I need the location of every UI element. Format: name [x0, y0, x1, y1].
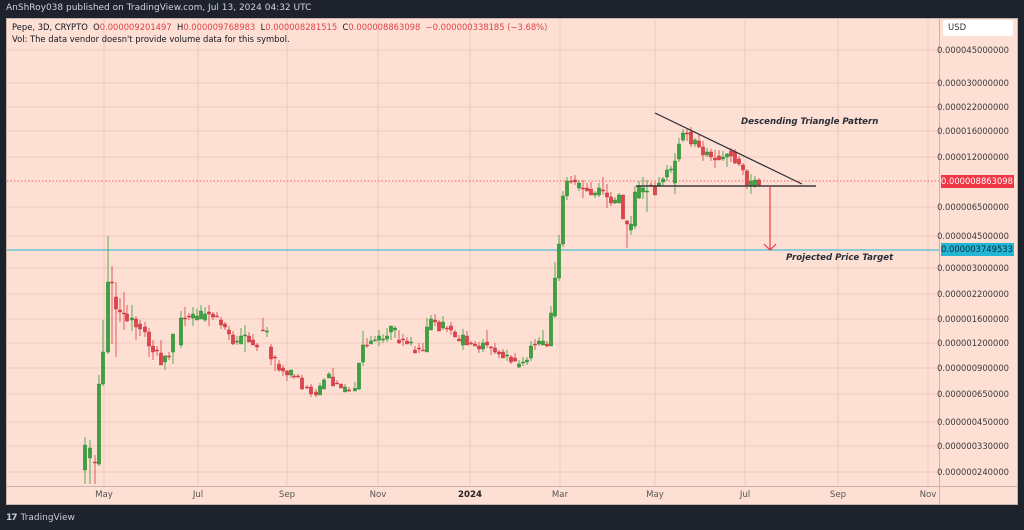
price-tick-label: 0.000002200000: [937, 289, 1009, 299]
time-tick-label: Mar: [551, 490, 569, 500]
price-tick-label: 0.000001600000: [937, 314, 1009, 324]
price-tick-label: 0.000003000000: [937, 263, 1009, 273]
close-value: 0.000008863098: [348, 22, 421, 32]
target-price-tag: 0.000003749533: [941, 243, 1014, 256]
price-tick-label: 0.000001200000: [937, 338, 1009, 348]
time-tick-label: May: [95, 490, 113, 500]
time-tick-label: Sep: [278, 490, 296, 500]
drawings: [636, 112, 816, 251]
time-tick-label: Jul: [192, 490, 204, 500]
price-tick-label: 0.000004500000: [937, 231, 1009, 241]
open-value: 0.000009201497: [99, 22, 172, 32]
current-price-tag: 0.000008863098: [941, 175, 1014, 188]
time-tick-label: Jul: [739, 490, 751, 500]
price-tick-label: 0.000000650000: [937, 389, 1009, 399]
ohlc-legend: Pepe, 3D, CRYPTO O0.000009201497 H0.0000…: [12, 22, 548, 32]
time-tick-label: May: [646, 490, 664, 500]
volume-note: Vol: The data vendor doesn't provide vol…: [12, 34, 290, 44]
time-tick-label: 2024: [458, 490, 482, 500]
tradingview-brand[interactable]: 17 TradingView: [6, 513, 75, 523]
grid: [7, 19, 1017, 504]
symbol-label: Pepe, 3D, CRYPTO: [12, 22, 88, 32]
time-tick-label: Sep: [829, 490, 847, 500]
low-value: 0.000008281515: [265, 22, 338, 32]
tradingview-logo-icon: 17: [6, 513, 17, 523]
price-tick-label: 0.000030000000: [937, 78, 1009, 88]
price-tick-label: 0.000012000000: [937, 152, 1009, 162]
time-tick-label: Nov: [919, 490, 937, 500]
change-value: −0.000000338185 (−3.68%): [425, 22, 548, 32]
time-tick-label: Nov: [369, 490, 387, 500]
price-tick-label: 0.000000900000: [937, 363, 1009, 373]
price-tick-label: 0.000000450000: [937, 417, 1009, 427]
chart-panel[interactable]: [6, 18, 1018, 505]
brand-label: TradingView: [20, 513, 75, 523]
price-tick-label: 0.000016000000: [937, 126, 1009, 136]
price-tick-label: 0.000000330000: [937, 441, 1009, 451]
currency-selector[interactable]: USD: [943, 20, 1013, 36]
price-tick-label: 0.000000240000: [937, 467, 1009, 477]
price-tick-label: 0.000045000000: [937, 45, 1009, 55]
published-header: AnShRoy038 published on TradingView.com,…: [6, 3, 312, 13]
pattern-label: Descending Triangle Pattern: [741, 117, 879, 127]
price-tick-label: 0.000006500000: [937, 202, 1009, 212]
target-label: Projected Price Target: [786, 253, 894, 263]
candles: [83, 127, 761, 484]
price-tick-label: 0.000022000000: [937, 102, 1009, 112]
high-value: 0.000009768983: [183, 22, 256, 32]
